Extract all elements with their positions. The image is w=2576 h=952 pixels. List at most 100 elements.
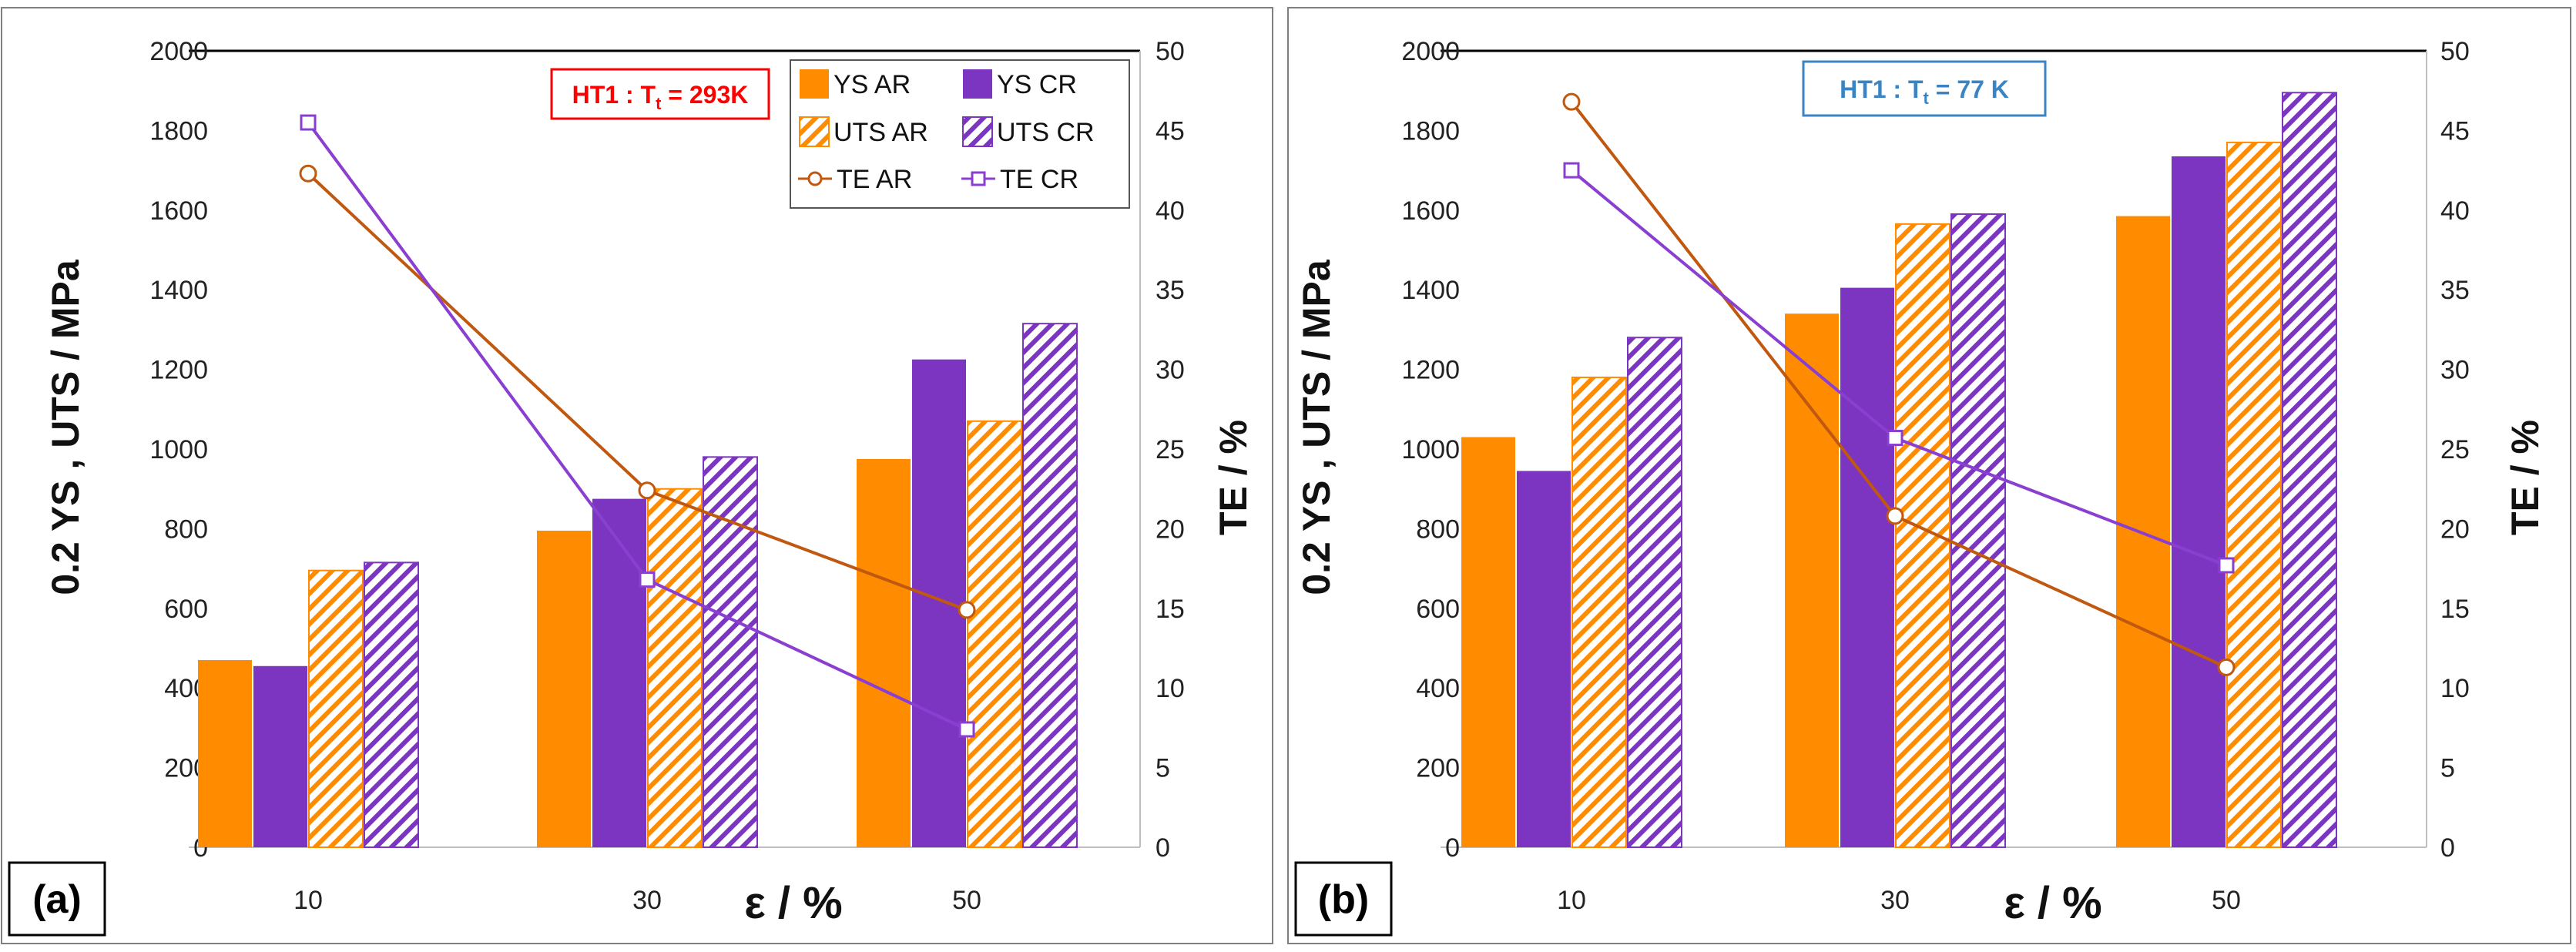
panel-a-x-tick: 10 <box>293 886 323 915</box>
panel-a-y2-tick: 5 <box>1156 754 1170 783</box>
panel-a-annotation-sub: t <box>656 94 662 113</box>
panel-a-y-tick: 1400 <box>149 276 208 305</box>
panel-b-point-te-cr <box>1563 162 1580 179</box>
panel-a-y-tick: 1200 <box>149 356 208 385</box>
panel-a-label-box <box>8 861 106 937</box>
legend-marker-te-ar <box>807 171 823 186</box>
panel-b-bar-uts-cr <box>1950 213 2006 849</box>
panel-b-plot: 0 200 400 600 800 1000 1200 1400 1600 1800 2000 0 5 1… <box>1401 37 2469 915</box>
legend-swatch-ys-cr <box>963 69 992 99</box>
panel-b-annotation-main: HT1 : T <box>1840 75 1924 103</box>
panel-b-y-tick: 800 <box>1416 515 1460 544</box>
panel-a-bar-ys-cr <box>912 359 966 847</box>
panel-a-bar-ys-ar <box>857 458 911 847</box>
panel-a-annotation-text: HT1 : Tt = 293K <box>572 81 749 113</box>
panel-b-bar-ys-cr <box>1840 287 1894 847</box>
panel-a-y-tick: 1600 <box>149 196 208 226</box>
panel-a-annotation-main: HT1 : T <box>572 81 656 109</box>
panel-a-y2-tick: 50 <box>1156 37 1185 66</box>
panel-b-y2-axis-title: TE / % <box>2504 420 2547 535</box>
panel-a-point-te-ar <box>958 601 976 619</box>
panel-a-x-tick: 50 <box>952 886 981 915</box>
panel-b-bar-ys-cr <box>2172 156 2225 847</box>
panel-a-y2-axis-title: TE / % <box>1212 420 1255 535</box>
legend-box <box>790 59 1130 209</box>
panel-a-point-te-cr <box>300 114 317 131</box>
panel-b-y-tick: 600 <box>1416 595 1460 624</box>
panel-b-y-tick: 1400 <box>1401 276 1460 305</box>
panel-b-y-tick: 0 <box>1445 833 1460 863</box>
legend-label-uts-cr: UTS CR <box>997 118 1095 147</box>
panel-a-x-axis-title: ε / % <box>744 878 842 928</box>
panel-a-bar-ys-cr <box>592 498 646 847</box>
panel-b-annotation-text: HT1 : Tt = 77 K <box>1840 75 2009 108</box>
panel-b-annotation-box <box>1802 60 2047 117</box>
panel-b-y-axis-title: 0.2 YS , UTS / MPa <box>1295 259 1338 595</box>
panel-a-bar-ys-cr <box>253 665 307 847</box>
panel-a-y2-tick: 0 <box>1156 833 1170 863</box>
panel-a-plot: 0200400600800100012001400160018002000051… <box>149 37 1184 915</box>
panel-b-x-tick: 30 <box>1880 886 1910 915</box>
legend-label-ys-ar: YS AR <box>834 70 911 99</box>
panel-a-label-group: (a) <box>8 861 106 937</box>
panel-b-label-group: (b) <box>1294 861 1393 937</box>
panel-b-y2-tick: 20 <box>2440 515 2470 544</box>
panel-b-point-te-ar <box>1562 92 1581 111</box>
panel-a-y-tick: 1800 <box>149 116 208 146</box>
panel-b-x-tick: 50 <box>2212 886 2241 915</box>
panel-b-y2-tick: 15 <box>2440 595 2470 624</box>
panel-b-y2-tick: 40 <box>2440 196 2470 226</box>
panel-b-y-tick: 400 <box>1416 674 1460 703</box>
legend-label-te-cr: TE CR <box>1000 165 1078 194</box>
legend-label-uts-ar: UTS AR <box>834 118 928 147</box>
panel-a-bar-uts-ar <box>647 488 703 848</box>
panel-b-y-tick: 200 <box>1416 754 1460 783</box>
panel-b-y2-tick: 10 <box>2440 674 2470 703</box>
panel-b-x-axis-title: ε / % <box>2004 878 2101 928</box>
panel-b-y-tick: 1600 <box>1401 196 1460 226</box>
panel-b-y2-tick: 0 <box>2440 833 2455 863</box>
panel-a-bar-uts-cr <box>364 561 419 848</box>
panel-b-point-te-ar <box>2217 658 2236 676</box>
panel-b-y-tick: 2000 <box>1401 37 1460 66</box>
panel-b-y-tick: 1800 <box>1401 116 1460 146</box>
panel-a-bar-uts-ar <box>967 420 1022 848</box>
panel-b-y2-tick: 50 <box>2440 37 2470 66</box>
panel-a-bar-uts-cr <box>1022 323 1078 848</box>
panel-a-bar-ys-ar <box>537 530 591 847</box>
panel-b-x-tick: 10 <box>1557 886 1586 915</box>
panel-b-bar-ys-ar <box>1461 437 1515 847</box>
panel-a-point-te-cr <box>958 721 975 738</box>
panel-a-x-tick: 30 <box>632 886 662 915</box>
legend-marker-te-cr <box>971 171 986 186</box>
panel-b-annotation: HT1 : Tt = 77 K <box>1802 60 2047 117</box>
legend-swatch-uts-ar <box>799 116 830 147</box>
panel-b-bar-uts-cr <box>1627 337 1682 848</box>
panel-b-point-te-cr <box>1887 430 1903 447</box>
panel-b-y2-tick: 5 <box>2440 754 2455 783</box>
panel-b: 0 200 400 600 800 1000 1200 1400 1600 1800 2000 0 5 1… <box>1287 7 2571 944</box>
panel-a-y-axis-title: 0.2 YS , UTS / MPa <box>44 259 87 595</box>
panel-b-y2-tick: 45 <box>2440 116 2470 146</box>
panel-a-y-tick: 1000 <box>149 435 208 464</box>
panel-a-bar-uts-ar <box>308 569 364 848</box>
panel-a-y2-tick: 35 <box>1156 276 1185 305</box>
panel-a-y2-tick: 10 <box>1156 674 1185 703</box>
panel-a-y2-tick: 25 <box>1156 435 1185 464</box>
panel-a: 0200400600800100012001400160018002000051… <box>1 7 1273 944</box>
panel-a-y2-tick: 20 <box>1156 515 1185 544</box>
panel-a-point-te-ar <box>638 481 656 500</box>
panel-b-bar-uts-ar <box>2226 141 2282 849</box>
panel-a-y2-tick: 15 <box>1156 595 1185 624</box>
panel-a-y2-tick: 45 <box>1156 116 1185 146</box>
panel-b-point-te-ar <box>1886 507 1904 525</box>
legend-swatch-uts-cr <box>962 116 993 147</box>
panel-a-point-te-cr <box>639 572 656 588</box>
legend-label-ys-cr: YS CR <box>997 70 1077 99</box>
panel-a-bar-ys-ar <box>198 660 252 847</box>
panel-b-bar-ys-ar <box>1785 313 1839 848</box>
legend: YS AR YS CR UTS AR UTS CR TE AR TE CR <box>790 59 1130 209</box>
panel-b-annotation-tail: = 77 K <box>1929 75 2009 103</box>
legend-label-te-ar: TE AR <box>837 165 912 194</box>
